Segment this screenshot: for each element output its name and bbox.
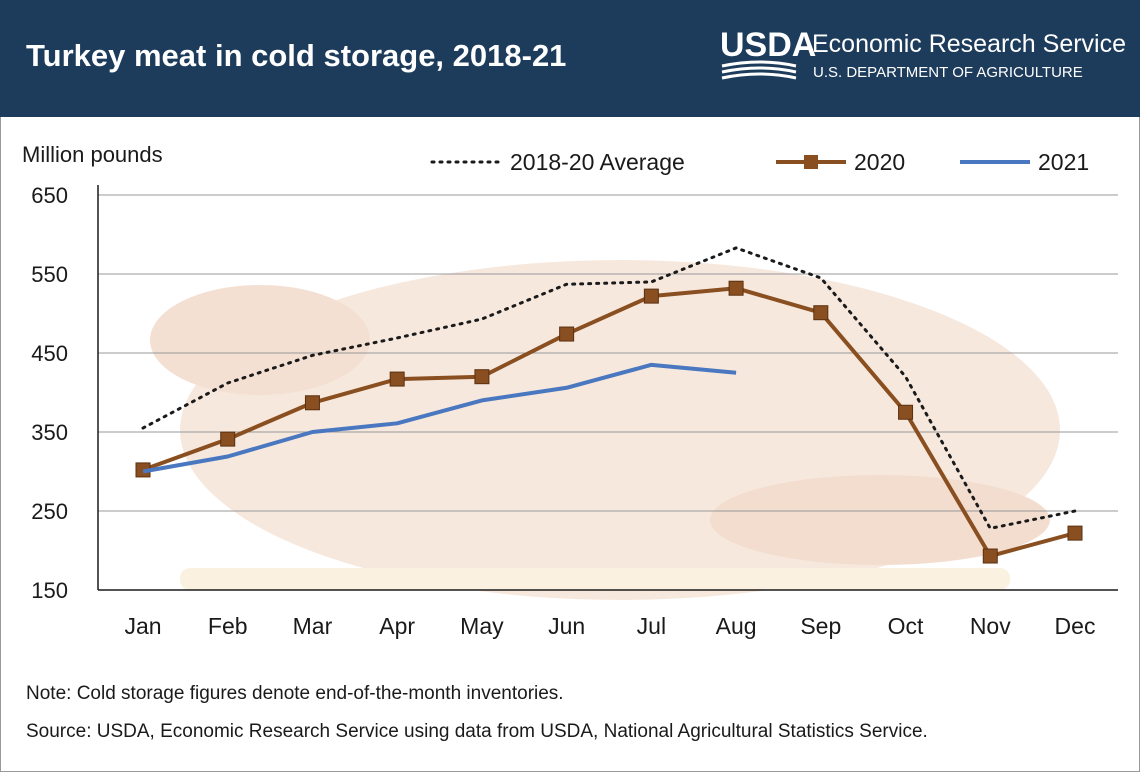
- point-marker: [643, 288, 659, 304]
- x-tick-label: Mar: [293, 613, 333, 639]
- point-marker: [474, 369, 490, 385]
- legend-label: 2021: [1038, 149, 1089, 175]
- series-line: [142, 362, 737, 474]
- note: Note: Cold storage figures denote end-of…: [26, 683, 564, 704]
- x-tick-label: Oct: [888, 613, 924, 639]
- logo-waves: [721, 60, 797, 80]
- x-tick-label: Jul: [637, 613, 666, 639]
- logo: USDA: [720, 26, 816, 64]
- x-tick-label: Nov: [970, 613, 1011, 639]
- department: U.S. DEPARTMENT OF AGRICULTURE: [813, 64, 1083, 81]
- x-tick-label: Aug: [716, 613, 757, 639]
- x-tick-label: Apr: [379, 613, 415, 639]
- y-tick-label: 150: [31, 578, 68, 603]
- point-marker: [304, 395, 320, 411]
- point-marker: [813, 305, 829, 321]
- y-axis-label: Million pounds: [22, 142, 163, 167]
- point-marker: [559, 326, 575, 342]
- x-tick-label: Feb: [208, 613, 248, 639]
- x-tick-label: Sep: [800, 613, 841, 639]
- series-line: [142, 286, 1076, 559]
- legend-label: 2020: [854, 149, 905, 175]
- point-marker: [728, 280, 744, 296]
- header-band: [0, 0, 1140, 117]
- y-tick-label: 350: [31, 420, 68, 445]
- y-tick-label: 550: [31, 262, 68, 287]
- point-marker: [220, 431, 236, 447]
- y-tick-label: 250: [31, 499, 68, 524]
- chart-title: Turkey meat in cold storage, 2018-21: [26, 38, 566, 73]
- turkey-illustration: [150, 260, 1060, 600]
- x-tick-label: Dec: [1055, 613, 1096, 639]
- y-tick-label: 450: [31, 341, 68, 366]
- x-tick-label: Jan: [124, 613, 161, 639]
- point-marker: [1067, 525, 1083, 541]
- agency: Economic Research Service: [812, 30, 1126, 58]
- x-tick-label: Jun: [548, 613, 585, 639]
- source: Source: USDA, Economic Research Service …: [26, 721, 928, 742]
- x-tick-label: May: [460, 613, 504, 639]
- point-marker: [982, 548, 998, 564]
- legend-marker: [804, 155, 818, 169]
- series-line: [141, 246, 1077, 530]
- y-tick-label: 650: [31, 183, 68, 208]
- legend-label: 2018-20 Average: [510, 149, 685, 175]
- point-marker: [389, 371, 405, 387]
- point-marker: [898, 404, 914, 420]
